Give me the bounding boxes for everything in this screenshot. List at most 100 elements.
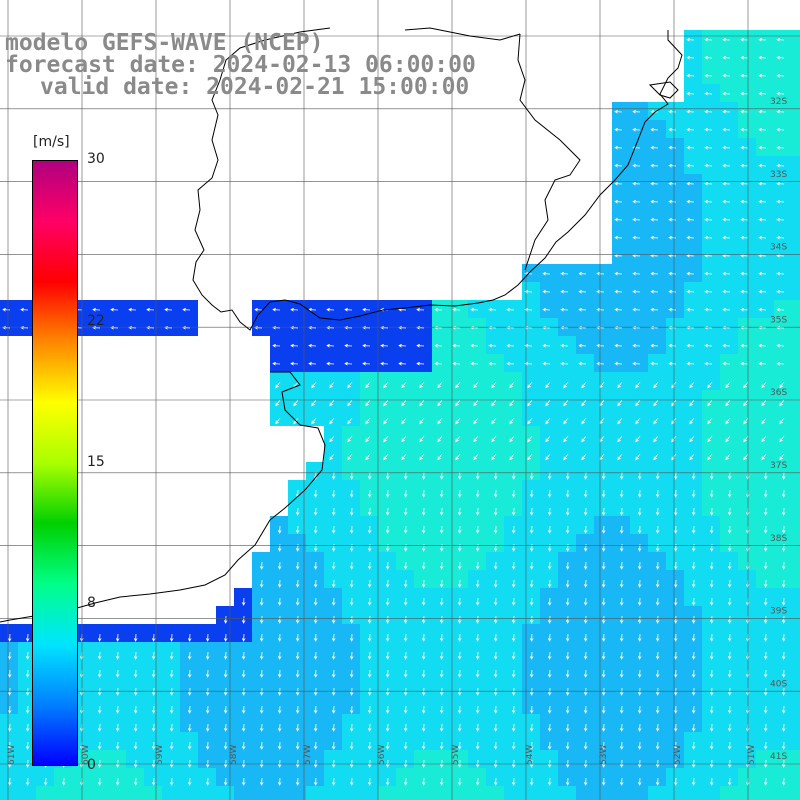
wind-arrow [277,723,282,732]
wind-speed-cell [522,264,540,282]
wind-arrow [529,723,534,732]
wind-arrow [758,199,767,204]
wind-arrow [169,723,174,732]
wind-arrow [763,489,768,498]
wind-speed-cell [396,588,414,606]
wind-arrow [686,73,695,78]
wind-arrow [470,361,479,366]
wind-arrow [596,361,605,366]
wind-arrow [308,307,317,312]
wind-speed-cell [558,444,576,462]
wind-speed-cell [504,768,522,786]
wind-speed-cell [54,768,72,786]
wind-speed-cell [666,570,684,588]
wind-speed-cell [702,642,720,660]
wind-arrow [331,579,336,588]
wind-arrow [655,759,660,768]
wind-arrow [704,217,713,222]
wind-speed-cell [540,372,558,390]
wind-speed-cell [702,84,720,102]
wind-speed-cell [612,534,630,552]
wind-speed-cell [738,120,756,138]
wind-arrow [650,289,659,294]
wind-arrow [578,325,587,330]
wind-speed-cell [0,732,18,750]
wind-arrow [763,561,768,570]
wind-arrow [542,361,551,366]
wind-speed-cell [612,282,630,300]
wind-arrow [740,145,749,150]
wind-speed-cell [738,624,756,642]
wind-speed-cell [324,570,342,588]
wind-speed-cell [468,516,486,534]
wind-arrow [758,217,767,222]
longitude-label: 52W [673,745,683,765]
wind-speed-cell [648,336,666,354]
wind-speed-cell [144,786,162,800]
wind-speed-cell [360,552,378,570]
wind-arrow [475,741,480,750]
wind-speed-cell [702,102,720,120]
wind-arrow [277,579,282,588]
wind-arrow [493,471,498,480]
wind-speed-cell [504,372,522,390]
wind-arrow [761,417,767,425]
wind-speed-cell [198,750,216,768]
wind-speed-cell [720,660,738,678]
wind-speed-cell [792,192,800,210]
wind-speed-cell [774,534,792,552]
wind-arrow [506,307,515,312]
wind-arrow [601,543,606,552]
wind-speed-cell [414,696,432,714]
wind-speed-cell [702,138,720,156]
wind-arrow [776,217,785,222]
wind-arrow [169,705,174,714]
wind-arrow [565,759,570,768]
wind-speed-cell [234,786,252,800]
wind-speed-cell [576,426,594,444]
wind-speed-cell [324,444,342,462]
wind-speed-cell [522,408,540,426]
wind-speed-cell [756,714,774,732]
wind-speed-cell [108,714,126,732]
wind-speed-cell [432,786,450,800]
wind-speed-cell [738,588,756,606]
wind-speed-cell [774,732,792,750]
wind-arrow [439,669,444,678]
wind-arrow [439,777,444,786]
wind-speed-cell [648,444,666,462]
wind-speed-cell [792,336,800,354]
wind-arrow [349,759,354,768]
wind-arrow [614,163,623,168]
wind-arrow [542,343,551,348]
wind-arrow [545,399,551,407]
wind-arrow [349,723,354,732]
longitude-label: 57W [303,745,313,765]
wind-speed-cell [684,426,702,444]
wind-speed-cell [288,642,306,660]
wind-speed-cell [756,30,774,48]
wind-arrow [691,507,696,516]
wind-arrow [655,651,660,660]
wind-speed-cell [324,750,342,768]
wind-arrow [259,597,264,606]
wind-speed-cell [288,498,306,516]
wind-arrow [650,163,659,168]
wind-arrow [707,381,713,389]
wind-speed-cell [126,786,144,800]
wind-speed-cell [630,750,648,768]
wind-speed-cell [432,624,450,642]
wind-arrow [398,343,407,348]
wind-speed-cell [792,354,800,372]
wind-speed-cell [378,516,396,534]
wind-arrow [655,579,660,588]
wind-arrow [707,453,713,461]
wind-speed-cell [666,300,684,318]
wind-arrow [115,669,120,678]
wind-arrow [637,669,642,678]
wind-arrow [437,435,443,443]
wind-speed-cell [576,606,594,624]
wind-speed-cell [756,120,774,138]
